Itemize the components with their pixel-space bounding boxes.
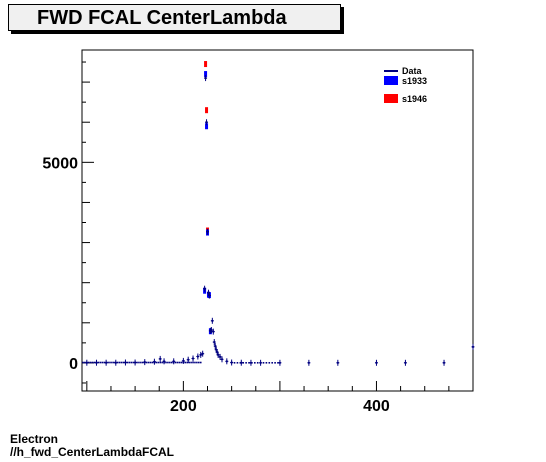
point-data — [374, 359, 378, 366]
point-data — [152, 358, 156, 365]
footer-label: Electron — [10, 432, 59, 446]
x-tick-label: 400 — [363, 398, 390, 415]
point-data — [204, 75, 208, 82]
y-tick-label: 0 — [69, 356, 78, 373]
point-data — [212, 339, 216, 346]
point-data — [186, 356, 190, 363]
point-data — [196, 353, 200, 360]
point-data — [403, 359, 407, 366]
baseline-points — [82, 361, 279, 364]
point-data — [209, 327, 213, 334]
point-data — [191, 355, 195, 362]
point-data — [210, 317, 214, 324]
point-data — [211, 328, 215, 335]
point-data — [216, 351, 220, 358]
point-data — [206, 228, 210, 235]
point-data — [207, 292, 211, 299]
point-data — [158, 355, 162, 362]
point-s1946 — [204, 61, 208, 68]
data-marks — [82, 61, 475, 366]
chart-title: FWD FCAL CenterLambda — [8, 4, 341, 31]
point-data — [336, 359, 340, 366]
point-data — [471, 343, 475, 350]
footer-histogram-path: //h_fwd_CenterLambdaFCAL — [10, 445, 175, 459]
legend-s1946-label: s1946 — [402, 94, 427, 104]
point-data — [213, 343, 217, 350]
legend: Data s1933 s1946 — [384, 66, 427, 104]
y-tick-label: 5000 — [42, 155, 78, 172]
plot-frame — [81, 49, 474, 392]
point-data — [205, 119, 209, 126]
legend-s1933-marker — [384, 76, 398, 85]
point-data — [218, 353, 222, 360]
point-data — [220, 356, 224, 363]
legend-data-label: Data — [402, 66, 423, 76]
point-data — [225, 358, 229, 365]
point-data — [442, 359, 446, 366]
axis-ticks: 200 400 0 5000 — [42, 61, 474, 415]
legend-s1933-label: s1933 — [402, 76, 427, 86]
point-s1933 — [204, 71, 208, 78]
x-tick-label: 200 — [170, 398, 197, 415]
legend-s1946-marker — [384, 94, 398, 103]
point-data — [307, 359, 311, 366]
point-s1946 — [205, 107, 209, 114]
point-data — [199, 351, 203, 358]
point-data — [278, 359, 282, 366]
point-data — [203, 285, 207, 292]
point-data — [172, 358, 176, 365]
point-data — [162, 358, 166, 365]
point-s1933 — [205, 123, 209, 130]
point-data — [201, 350, 205, 357]
